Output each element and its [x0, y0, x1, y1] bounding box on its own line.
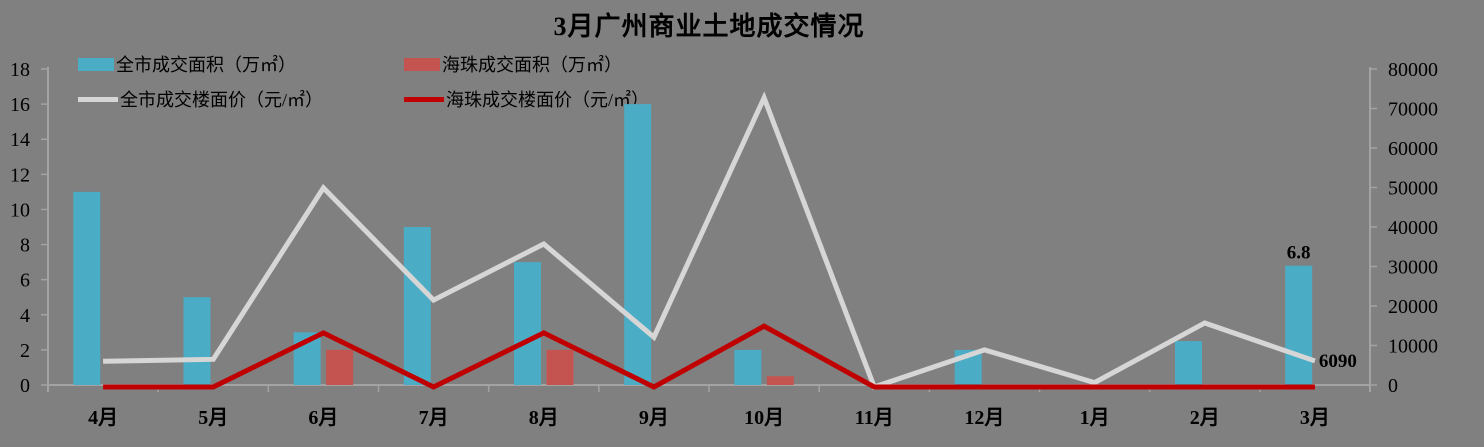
left-axis-tick-label: 8: [20, 235, 30, 257]
right-axis-tick-label: 60000: [1388, 138, 1438, 160]
citywide-price-swatch-icon: [78, 96, 118, 102]
right-axis-tick-label: 0: [1388, 375, 1398, 397]
legend-item-citywide-area: 全市成交面积（万㎡）: [78, 52, 296, 76]
bar: [403, 227, 431, 385]
legend-item-haizhu-price: 海珠成交楼面价（元/㎡）: [404, 87, 649, 111]
legend-label: 海珠成交面积（万㎡）: [442, 55, 622, 75]
data-label: 6.8: [1287, 243, 1311, 264]
x-axis-category-label: 4月: [88, 407, 118, 429]
x-axis-category-label: 8月: [529, 407, 559, 429]
left-axis-tick-label: 10: [10, 199, 30, 221]
x-axis-category-label: 12月: [964, 407, 1004, 429]
right-axis-tick-label: 80000: [1388, 59, 1438, 81]
x-axis-category-label: 3月: [1300, 407, 1330, 429]
bar: [73, 191, 101, 385]
bar: [1175, 341, 1202, 385]
left-axis-tick-label: 18: [10, 59, 30, 81]
x-axis-category-label: 9月: [639, 407, 669, 429]
right-axis-tick-label: 70000: [1388, 99, 1438, 121]
left-axis-tick-label: 2: [20, 340, 30, 362]
haizhu-area-swatch-icon: [404, 57, 440, 71]
bar: [514, 262, 541, 385]
x-axis-category-label: 1月: [1080, 407, 1110, 429]
haizhu-price-swatch-icon: [404, 96, 444, 102]
legend-label: 全市成交楼面价（元/㎡）: [120, 90, 323, 110]
line-series: [103, 323, 1315, 390]
right-axis-tick-label: 50000: [1388, 178, 1438, 200]
legend-item-citywide-price: 全市成交楼面价（元/㎡）: [78, 87, 323, 111]
x-axis-category-label: 5月: [198, 407, 228, 429]
chart-title: 3月广州商业土地成交情况: [553, 12, 865, 41]
legend-item-haizhu-area: 海珠成交面积（万㎡）: [404, 52, 622, 76]
right-axis-tick-label: 40000: [1388, 217, 1438, 239]
legend-label: 全市成交面积（万㎡）: [116, 55, 296, 75]
legend-label: 海珠成交楼面价（元/㎡）: [446, 90, 649, 110]
x-axis-category-label: 7月: [419, 407, 449, 429]
data-label: 6090: [1319, 351, 1357, 372]
bar: [183, 297, 211, 385]
left-axis-tick-label: 6: [20, 270, 30, 292]
left-axis-tick-label: 0: [20, 375, 30, 397]
bar: [326, 349, 354, 385]
right-axis-tick-label: 30000: [1388, 257, 1438, 279]
left-axis-tick-label: 12: [10, 164, 30, 186]
x-axis-category-label: 6月: [308, 407, 338, 429]
citywide-area-swatch-icon: [78, 57, 114, 71]
x-axis-category-label: 11月: [855, 407, 894, 429]
bar: [766, 376, 794, 385]
x-axis-category-label: 2月: [1190, 407, 1220, 429]
bar: [1285, 265, 1313, 385]
bar: [734, 349, 762, 385]
right-axis-tick-label: 10000: [1388, 336, 1438, 358]
left-axis-tick-label: 14: [10, 129, 30, 151]
left-axis-tick-label: 16: [10, 94, 30, 116]
bar: [624, 104, 652, 385]
x-axis-category-label: 10月: [744, 407, 784, 429]
line-series: [103, 91, 1316, 391]
right-axis-tick-label: 20000: [1388, 296, 1438, 318]
left-axis-tick-label: 4: [20, 305, 30, 327]
bar: [546, 349, 574, 385]
